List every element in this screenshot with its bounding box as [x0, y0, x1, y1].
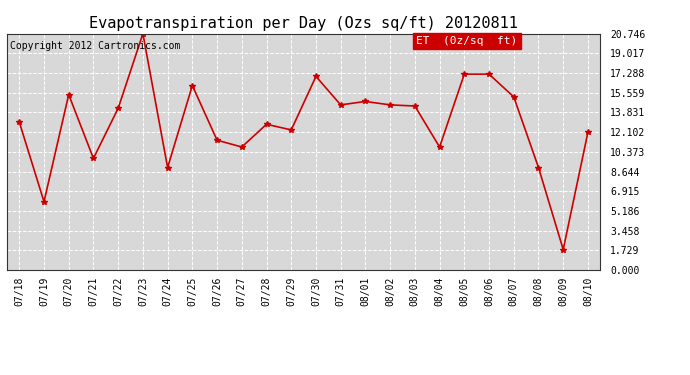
Text: Copyright 2012 Cartronics.com: Copyright 2012 Cartronics.com — [10, 41, 180, 51]
Title: Evapotranspiration per Day (Ozs sq/ft) 20120811: Evapotranspiration per Day (Ozs sq/ft) 2… — [89, 16, 518, 31]
Text: ET  (0z/sq  ft): ET (0z/sq ft) — [416, 36, 518, 46]
